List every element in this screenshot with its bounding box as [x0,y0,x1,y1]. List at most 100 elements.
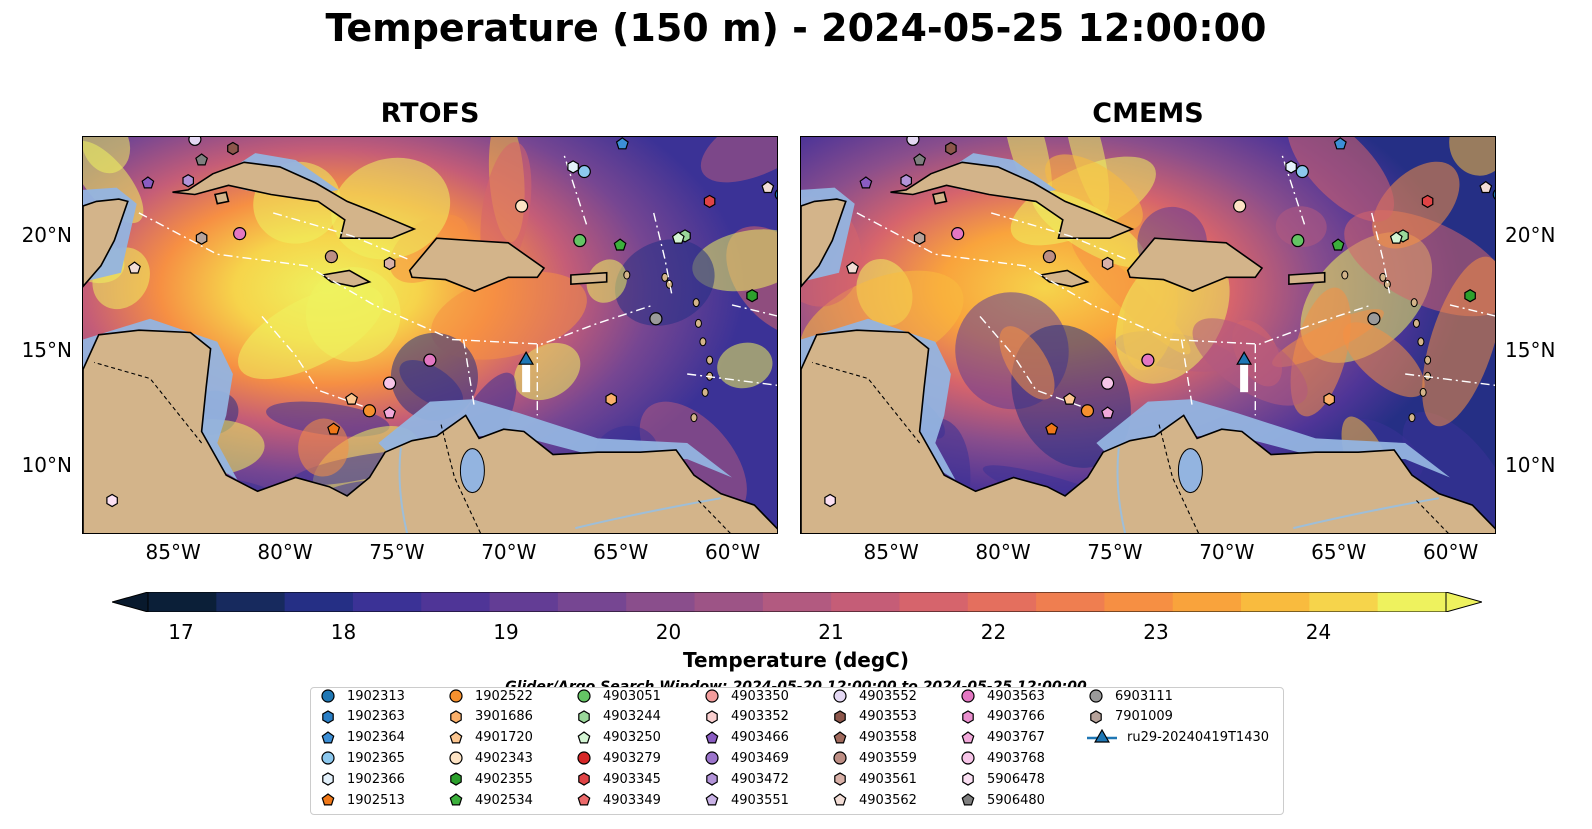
float-marker [605,392,617,406]
float-marker [1421,194,1434,209]
colorbar-segment [216,592,286,612]
colorbar-segment [352,592,422,612]
colorbar-segment [831,592,900,612]
lake [459,448,485,494]
colorbar-tick-label: 22 [980,620,1007,644]
legend-label: 4903563 [987,688,1045,704]
float-marker [233,227,247,241]
lat-tick-label-left: 20°N [21,222,72,247]
float-marker [1101,256,1114,271]
legend-label: 4903553 [859,709,917,725]
legend-label: 1902313 [347,688,405,704]
float-marker [671,231,685,244]
float-marker [1464,289,1476,303]
temperature-blob [1275,206,1327,248]
island [701,387,709,397]
lon-tick-label: 65°W [1311,540,1367,564]
legend-symbol [1090,710,1102,724]
legend-symbol [321,793,335,806]
temperature-blob [717,342,773,389]
legend-marker-hexagon [1090,710,1102,724]
legend-item: 4903352 [703,707,789,727]
lon-tick-label: 85°W [863,540,919,564]
legend-marker-circle [449,689,463,703]
legend-item: 4903558 [831,728,917,748]
legend-item: 3901686 [447,707,533,727]
float-marker [1367,312,1381,326]
legend-label: 4903250 [603,730,661,746]
legend-symbol [961,793,975,806]
legend-item: 4903279 [575,748,661,768]
eez-boundary [273,212,408,260]
lon-tick-label: 75°W [1087,540,1143,564]
colorbar-extend-high [1445,591,1484,613]
island [1379,272,1387,282]
colorbar-segment [284,592,354,612]
country-border [94,361,731,533]
legend-symbol [449,751,463,765]
float-marker [615,137,629,150]
float-marker [824,493,836,508]
land [570,271,608,286]
legend-label: 1902363 [347,709,405,725]
float-marker [327,422,341,435]
legend-symbol [1089,689,1103,703]
float-marker [567,160,579,174]
legend-symbol [578,772,590,786]
legend-item: 7901009 [1087,707,1173,727]
legend-marker-hexagon [834,710,846,724]
legend-label: 4903562 [859,792,917,808]
temperature-blob [1372,161,1460,249]
float-marker [383,406,397,419]
colorbar-segment [1377,592,1447,612]
land [1126,237,1264,292]
glider-marker [518,350,535,365]
colorbar-segment [1309,592,1379,612]
legend-label: 4903244 [603,709,661,725]
legend-label: 4903472 [731,771,789,787]
legend-item: 4903767 [959,728,1045,748]
float-marker [913,231,926,245]
colorbar-segment [489,592,559,612]
legend-symbol [833,751,847,765]
legend-marker-hexagon [706,772,718,786]
colorbar-segment [899,592,969,612]
legend-label: 1902522 [475,688,533,704]
legend-item: 1902365 [319,748,405,768]
colorbar-tick-label: 23 [1143,620,1169,644]
legend-marker-circle [961,689,975,703]
legend-label: ru29-20240419T1430 [1127,730,1270,746]
float-marker [577,164,591,179]
island [694,318,702,328]
temperature-blob [1422,256,1495,427]
legend-marker-circle [577,689,591,703]
legend-marker-hexagon [578,772,590,786]
legend-symbol [961,730,975,744]
legend-marker-circle [833,751,847,765]
legend-marker-hexagon [706,710,718,724]
legend-item: 4903562 [831,790,917,810]
colorbar-segment [694,592,764,612]
legend-label: 4902534 [475,792,533,808]
colorbar-tick-label: 17 [168,620,194,644]
legend-label: 4903559 [859,750,917,766]
legend-item: 4903552 [831,686,917,706]
float-marker [1080,404,1095,418]
colorbar-segment [421,592,491,612]
legend-label: 4903352 [731,709,789,725]
legend-label: 1902364 [347,730,405,746]
map-panel-rtofs [82,136,778,534]
legend-item: 6903111 [1087,686,1173,706]
legend-item: 1902513 [319,790,405,810]
colorbar-segment [1241,592,1310,612]
legend-symbol [578,710,590,724]
legend-label: 1902365 [347,750,405,766]
legend-marker-pentagon [577,730,591,744]
colorbar-segment [967,592,1037,612]
temperature-blob [1001,137,1053,210]
float-marker [1479,180,1493,194]
float-marker [573,233,587,248]
temperature-blob [615,239,715,326]
legend-label: 4903766 [987,709,1045,725]
legend-symbol [322,710,334,724]
